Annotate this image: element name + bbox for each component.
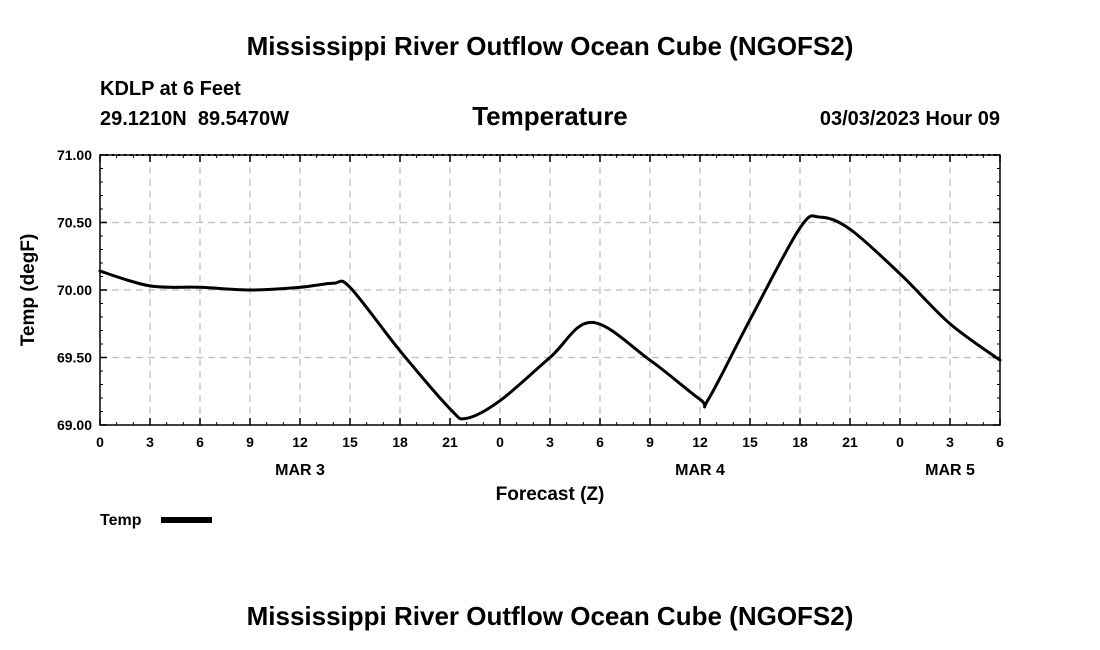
station-label: KDLP at 6 Feet <box>100 78 241 100</box>
x-tick-label: 3 <box>146 434 154 450</box>
x-tick-label: 0 <box>96 434 104 450</box>
day-labels: MAR 3 MAR 4 MAR 5 <box>275 462 975 479</box>
x-axis-label: Forecast (Z) <box>496 484 605 505</box>
x-tick-label: 21 <box>842 434 858 450</box>
day-label: MAR 5 <box>925 462 975 479</box>
day-label: MAR 3 <box>275 462 325 479</box>
x-tick-label: 9 <box>646 434 654 450</box>
day-label: MAR 4 <box>675 462 725 479</box>
x-tick-label: 6 <box>996 434 1004 450</box>
y-tick-label: 69.00 <box>57 417 92 433</box>
location-label: 29.1210N 89.5470W <box>100 108 289 130</box>
x-tick-label: 15 <box>342 434 358 450</box>
x-tick-label: 12 <box>292 434 308 450</box>
x-tick-label: 3 <box>546 434 554 450</box>
axis-ticks <box>99 154 1001 426</box>
x-tick-label: 6 <box>196 434 204 450</box>
x-tick-labels: 0 3 6 9 12 15 18 21 0 3 6 9 12 15 18 21 0 3 6 <box>96 434 1004 450</box>
x-tick-label: 6 <box>596 434 604 450</box>
y-tick-label: 70.50 <box>57 215 92 231</box>
x-tick-label: 9 <box>246 434 254 450</box>
footer-title: Mississippi River Outflow Ocean Cube (NG… <box>247 601 854 631</box>
x-tick-label: 21 <box>442 434 458 450</box>
y-tick-label: 69.50 <box>57 350 92 366</box>
timestamp-label: 03/03/2023 Hour 09 <box>820 108 1000 130</box>
y-tick-label: 71.00 <box>57 147 92 163</box>
x-tick-label: 0 <box>496 434 504 450</box>
x-tick-label: 12 <box>692 434 708 450</box>
x-tick-label: 18 <box>792 434 808 450</box>
x-tick-label: 3 <box>946 434 954 450</box>
legend-swatch <box>161 517 212 523</box>
y-axis-label: Temp (degF) <box>18 234 39 347</box>
chart-subtitle: Temperature <box>472 101 628 131</box>
chart-title: Mississippi River Outflow Ocean Cube (NG… <box>247 31 854 61</box>
y-tick-labels: 69.00 69.50 70.00 70.50 71.00 <box>57 147 92 433</box>
x-tick-label: 15 <box>742 434 758 450</box>
y-tick-label: 70.00 <box>57 282 92 298</box>
x-tick-label: 0 <box>896 434 904 450</box>
legend-label: Temp <box>100 512 142 529</box>
x-tick-label: 18 <box>392 434 408 450</box>
series-line-temp <box>98 214 1002 421</box>
